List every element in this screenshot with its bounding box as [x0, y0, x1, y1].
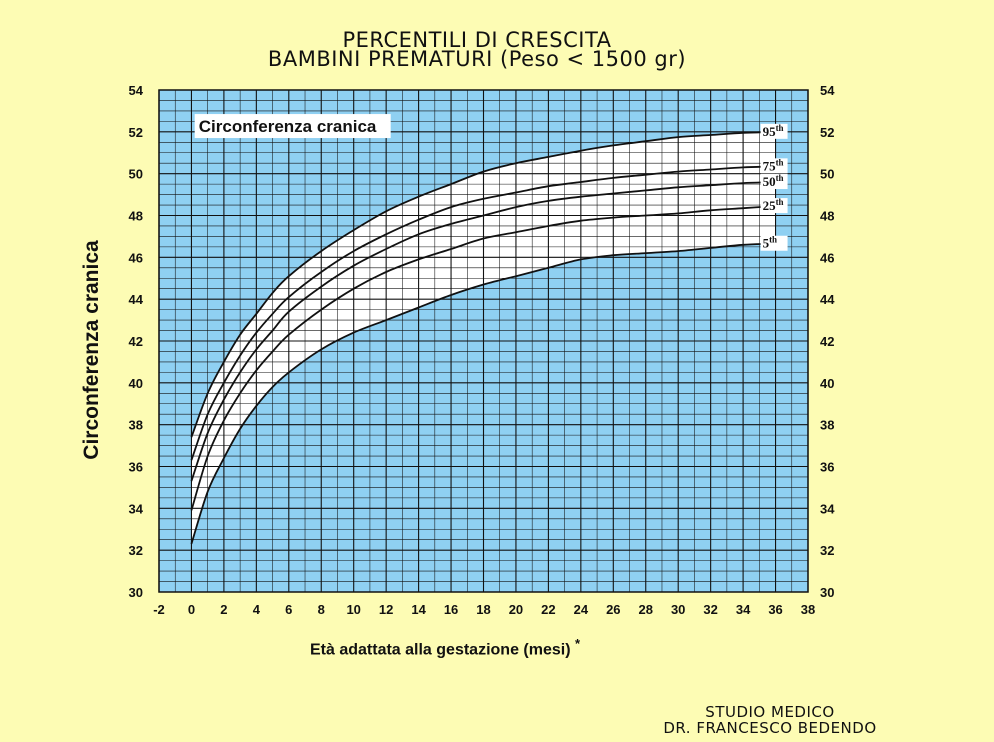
y-tick-label-right: 34 — [820, 501, 835, 516]
curve-p95 — [190, 130, 776, 438]
x-tick-label: 34 — [736, 602, 751, 617]
x-tick-label: 20 — [509, 602, 523, 617]
x-tick-label: 14 — [411, 602, 426, 617]
x-tick-label: 38 — [801, 602, 815, 617]
x-tick-label: 32 — [703, 602, 717, 617]
plot-border — [158, 89, 809, 593]
x-tick-label: -2 — [153, 602, 165, 617]
y-tick-label-left: 52 — [129, 125, 143, 140]
x-tick-label: 6 — [285, 602, 292, 617]
y-tick-label-right: 44 — [820, 292, 835, 307]
x-tick-label: 10 — [346, 602, 360, 617]
x-tick-label: 16 — [444, 602, 458, 617]
chart-title-line1: PERCENTILI DI CRESCITA — [342, 28, 612, 52]
y-tick-label-left: 40 — [129, 376, 143, 391]
y-tick-label-right: 54 — [820, 83, 835, 98]
percentile-label-p25: 25th — [763, 197, 784, 213]
x-axis-label-text: Età adattata alla gestazione (mesi) — [310, 641, 571, 659]
y-tick-label-left: 48 — [129, 209, 143, 224]
x-tick-label: 12 — [379, 602, 393, 617]
footer-line1: STUDIO MEDICO — [705, 703, 835, 721]
x-tick-label: 18 — [476, 602, 490, 617]
x-tick-label: 30 — [671, 602, 685, 617]
y-tick-label-right: 50 — [820, 167, 834, 182]
y-tick-label-right: 40 — [820, 376, 834, 391]
chart-title-line2: BAMBINI PREMATURI (Peso < 1500 gr) — [267, 47, 687, 71]
percentile-label-bg — [760, 235, 788, 251]
y-tick-label-left: 50 — [129, 167, 143, 182]
x-tick-label: 8 — [318, 602, 325, 617]
y-tick-label-right: 36 — [820, 460, 834, 475]
x-tick-label: 28 — [639, 602, 653, 617]
x-tick-label: 36 — [768, 602, 782, 617]
y-tick-label-right: 46 — [820, 250, 834, 265]
y-tick-label-left: 36 — [129, 460, 143, 475]
x-tick-label: 0 — [188, 602, 195, 617]
y-tick-label-left: 42 — [129, 334, 143, 349]
x-tick-label: 26 — [606, 602, 620, 617]
y-tick-label-right: 48 — [820, 209, 834, 224]
percentile-curves — [190, 130, 776, 545]
y-tick-label-left: 34 — [129, 501, 144, 516]
x-axis-label: Età adattata alla gestazione (mesi) * — [310, 636, 580, 659]
curve-p25 — [190, 205, 776, 511]
y-tick-label-left: 38 — [129, 418, 143, 433]
footer-line2: DR. FRANCESCO BEDENDO — [663, 719, 877, 737]
percentile-label-p50: 50th — [763, 173, 784, 189]
x-tick-label: 22 — [541, 602, 555, 617]
x-tick-label: 24 — [574, 602, 589, 617]
percentile-label-bg — [760, 123, 788, 139]
x-axis-label-mark: * — [574, 636, 581, 651]
percentile-label-p75: 75th — [763, 157, 784, 173]
percentile-label-p95: 95th — [763, 123, 784, 139]
percentile-label-bg — [760, 158, 788, 174]
curve-p5 — [190, 242, 776, 545]
inner-title-bg — [194, 114, 391, 139]
y-axis-label: Circonferenza cranica — [80, 240, 103, 460]
y-tick-label-right: 42 — [820, 334, 834, 349]
x-tick-label: 2 — [220, 602, 227, 617]
y-tick-label-left: 54 — [129, 83, 144, 98]
y-tick-label-left: 44 — [129, 292, 144, 307]
percentile-label-bg — [760, 174, 788, 190]
y-tick-label-right: 32 — [820, 543, 834, 558]
percentile-label-bg — [760, 198, 788, 214]
y-tick-label-right: 38 — [820, 418, 834, 433]
x-tick-label: 4 — [253, 602, 261, 617]
inner-chart-title: Circonferenza cranica — [199, 117, 377, 136]
curve-p75 — [190, 165, 776, 461]
y-tick-label-right: 52 — [820, 125, 834, 140]
y-tick-label-left: 32 — [129, 543, 143, 558]
y-tick-label-right: 30 — [820, 585, 834, 600]
y-tick-label-left: 30 — [129, 585, 143, 600]
y-tick-label-left: 46 — [129, 250, 143, 265]
percentile-label-p5: 5th — [763, 235, 778, 251]
curve-p50 — [190, 181, 776, 482]
grid — [158, 89, 809, 593]
